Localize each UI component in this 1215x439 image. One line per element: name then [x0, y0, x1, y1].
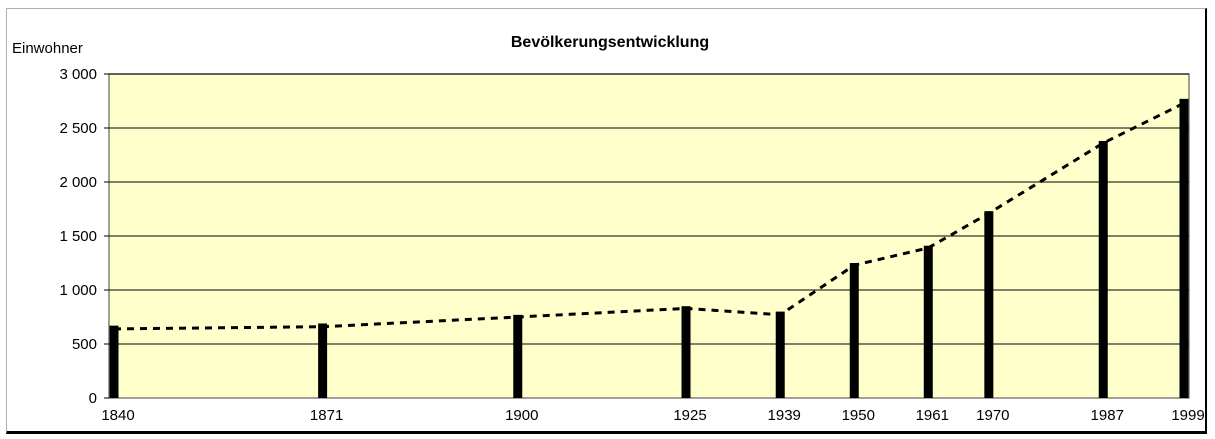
- y-tick-label: 2 500: [59, 120, 97, 137]
- bar-1970: [984, 211, 994, 398]
- y-tick-label: 0: [89, 390, 97, 407]
- x-tick-label: 1970: [976, 407, 1009, 424]
- x-tick-label: 1871: [310, 407, 343, 424]
- x-tick-label: 1900: [505, 407, 538, 424]
- y-axis-ticks: 0 500 1 000 1 500 2 000 2 500 3 000: [59, 66, 109, 407]
- y-tick-label: 3 000: [59, 66, 97, 83]
- bar-1925: [681, 306, 691, 398]
- bar-1840: [109, 325, 119, 398]
- gridlines: [109, 73, 1189, 345]
- x-tick-label: 1950: [842, 407, 875, 424]
- bar-1939: [775, 311, 785, 398]
- bar-1900: [513, 314, 523, 398]
- x-tick-label: 1925: [673, 407, 706, 424]
- x-tick-label: 1939: [768, 407, 801, 424]
- y-tick-label: 2 000: [59, 174, 97, 191]
- bars: [109, 98, 1189, 398]
- x-tick-label: 1961: [916, 407, 949, 424]
- x-axis-ticks: 1840 1871 1900 1925 1939 1950 1961 1970 1987 1999: [101, 407, 1204, 424]
- bar-1961: [923, 245, 933, 398]
- y-tick-label: 1 500: [59, 228, 97, 245]
- x-tick-label: 1840: [101, 407, 134, 424]
- y-axis-label: Einwohner: [12, 40, 83, 57]
- y-tick-label: 1 000: [59, 282, 97, 299]
- x-tick-label: 1999: [1171, 407, 1204, 424]
- y-tick-label: 500: [72, 336, 97, 353]
- bar-1871: [318, 323, 328, 398]
- bar-1950: [849, 263, 859, 398]
- x-tick-label: 1987: [1091, 407, 1124, 424]
- trend-line: [113, 101, 1185, 331]
- bar-1987: [1098, 140, 1108, 398]
- bar-1999: [1179, 98, 1189, 398]
- chart-title: Bevölkerungsentwicklung: [511, 34, 709, 51]
